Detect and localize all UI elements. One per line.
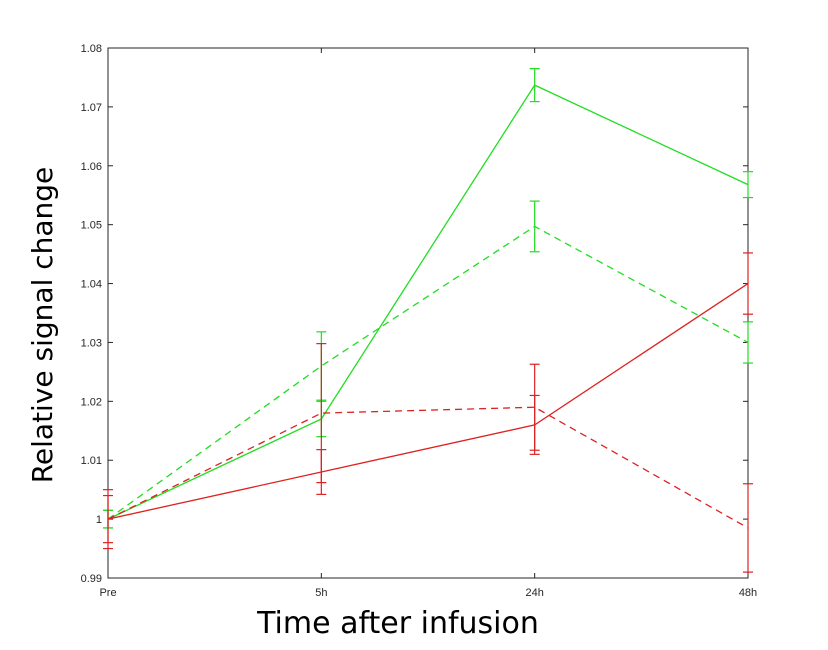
x-tick-label: 5h xyxy=(315,587,327,599)
y-tick-label: 1.07 xyxy=(81,102,102,114)
y-tick-label: 1.01 xyxy=(81,455,102,467)
error-bar xyxy=(743,252,753,315)
error-bar xyxy=(743,483,753,573)
x-tick-label: 48h xyxy=(739,587,757,599)
error-bar xyxy=(529,200,540,253)
y-tick-label: 1.02 xyxy=(81,396,102,408)
y-tick-label: 1.05 xyxy=(81,220,102,232)
x-tick-label: Pre xyxy=(99,587,116,599)
y-tick-label: 1.03 xyxy=(81,337,102,349)
series-4 xyxy=(103,343,753,573)
y-axis-title: Relative signal change xyxy=(26,167,59,484)
y-tick-label: 1.08 xyxy=(81,43,102,55)
error-bar xyxy=(529,363,540,451)
tick-labels: 0.99 1 1.01 1.02 1.03 1.04 1.05 1.06 1.07 1.08 Pre… xyxy=(81,43,758,599)
error-bar xyxy=(529,68,540,103)
x-axis-title: Time after infusion xyxy=(256,606,539,641)
series-layer xyxy=(103,68,753,573)
y-tick-label: 1 xyxy=(96,514,102,526)
y-tick-label: 0.99 xyxy=(81,573,102,585)
series-line xyxy=(107,283,749,520)
series-line xyxy=(107,84,749,520)
error-bar xyxy=(316,343,327,484)
error-bar xyxy=(743,321,753,364)
error-bar xyxy=(743,171,753,199)
plot-area xyxy=(107,47,749,579)
y-tick-label: 1.06 xyxy=(81,161,102,173)
y-tick-label: 1.04 xyxy=(81,279,102,291)
series-line xyxy=(107,225,749,520)
error-bar xyxy=(103,489,113,550)
x-tick-label: 24h xyxy=(525,587,543,599)
